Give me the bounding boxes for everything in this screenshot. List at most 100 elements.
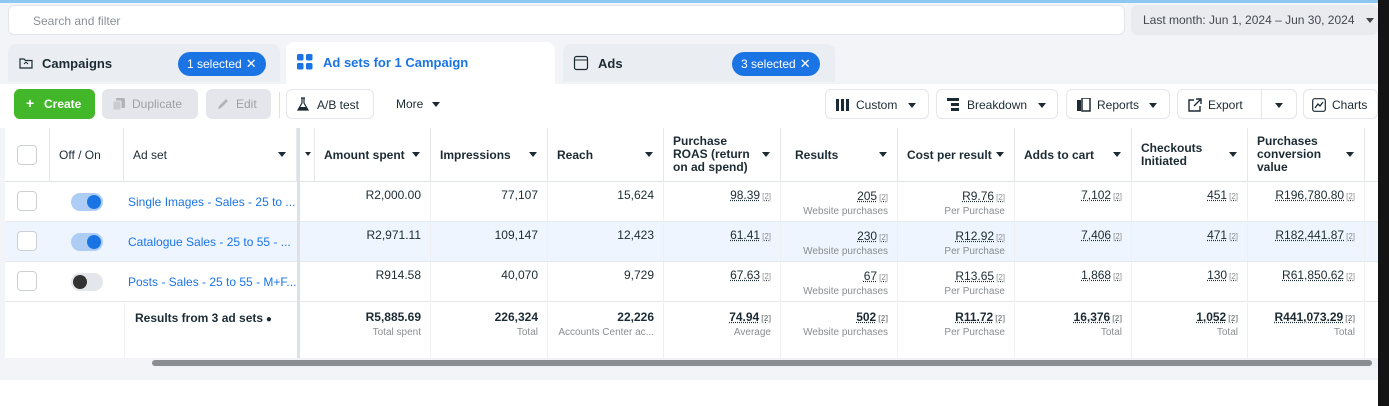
- ad-set-name-link[interactable]: Posts - Sales - 25 to 55 - M+F...: [128, 275, 297, 289]
- adds-value[interactable]: 1,868 [2]: [1081, 268, 1122, 282]
- chevron-down-icon[interactable]: [278, 152, 286, 157]
- chevron-down-icon[interactable]: [1229, 152, 1237, 157]
- export-button[interactable]: Export: [1177, 89, 1297, 119]
- table-row[interactable]: Posts - Sales - 25 to 55 - M+F... R914.58…: [5, 262, 1378, 302]
- cell-checkouts: 471 [2]: [1132, 222, 1248, 261]
- value-value[interactable]: R196,780.80 [2]: [1275, 188, 1355, 202]
- ads-manager-window: Search and filter Last month: Jun 1, 202…: [0, 0, 1378, 380]
- cell-checkouts: 1,052 [2] Total: [1132, 303, 1248, 358]
- cost-sublabel: Per Purchase: [944, 327, 1005, 338]
- cell-adds: 7,406 [2]: [1015, 222, 1132, 261]
- cost-value[interactable]: R9.76 [2]: [962, 189, 1005, 203]
- checkouts-value[interactable]: 451 [2]: [1207, 188, 1238, 202]
- duplicate-button[interactable]: Duplicate: [102, 89, 198, 119]
- square-icon: [573, 55, 589, 71]
- ads-selected-text: 3 selected: [741, 57, 796, 71]
- roas-value[interactable]: 74.94 [2]: [729, 310, 771, 324]
- header-purchase-roas[interactable]: Purchase ROAS (return on ad spend): [664, 128, 781, 182]
- row-checkbox[interactable]: [17, 191, 37, 211]
- header-checkouts-initiated[interactable]: Checkouts Initiated: [1132, 128, 1248, 182]
- header-results[interactable]: Results: [781, 128, 898, 182]
- ad-set-name-link[interactable]: Single Images - Sales - 25 to ...: [128, 195, 296, 209]
- delivery-toggle[interactable]: [71, 273, 103, 291]
- value-value[interactable]: R441,073.29 [2]: [1274, 310, 1355, 324]
- close-icon[interactable]: ✕: [799, 56, 811, 71]
- checkouts-value[interactable]: 130 [2]: [1207, 268, 1238, 282]
- cell-impressions: 77,107: [431, 182, 548, 221]
- purchase-roas-label: Purchase ROAS (return on ad spend): [673, 135, 750, 174]
- results-value[interactable]: 230 [2]: [857, 229, 888, 243]
- value-value[interactable]: R61,850.62 [2]: [1282, 268, 1355, 282]
- ab-test-button[interactable]: A/B test: [286, 89, 374, 119]
- roas-value[interactable]: 98.39 [2]: [730, 188, 771, 202]
- roas-text: 98.39: [730, 188, 761, 202]
- checkouts-value[interactable]: 1,052 [2]: [1196, 310, 1238, 324]
- header-ad-set[interactable]: Ad set: [124, 128, 297, 182]
- scrollbar-thumb[interactable]: [152, 360, 1372, 366]
- delivery-toggle[interactable]: [71, 193, 103, 211]
- campaigns-selected-pill[interactable]: 1 selected ✕: [178, 52, 266, 76]
- header-reach[interactable]: Reach: [548, 128, 664, 182]
- adds-value[interactable]: 7,406 [2]: [1081, 228, 1122, 242]
- chevron-down-icon[interactable]: [529, 152, 537, 157]
- header-impressions[interactable]: Impressions: [431, 128, 548, 182]
- cost-value[interactable]: R12.92 [2]: [955, 229, 1005, 243]
- chevron-down-icon[interactable]: [305, 152, 311, 156]
- header-amount-spent[interactable]: Amount spent: [315, 128, 431, 182]
- info-icon[interactable]: ●: [263, 314, 272, 325]
- tab-ads[interactable]: Ads 3 selected ✕: [563, 44, 835, 82]
- frozen-column-divider[interactable]: [297, 128, 300, 358]
- breakdown-dropdown[interactable]: Breakdown: [936, 89, 1058, 119]
- tab-ad-sets[interactable]: Ad sets for 1 Campaign: [286, 42, 555, 84]
- search-filter-input[interactable]: Search and filter: [8, 5, 1125, 35]
- close-icon[interactable]: ✕: [245, 56, 257, 71]
- chevron-down-icon[interactable]: [1346, 152, 1354, 157]
- date-range-picker[interactable]: Last month: Jun 1, 2024 – Jun 30, 2024: [1131, 5, 1378, 35]
- reports-dropdown[interactable]: Reports: [1066, 89, 1170, 119]
- results-value[interactable]: 67 [2]: [864, 269, 888, 283]
- checkouts-value[interactable]: 471 [2]: [1207, 228, 1238, 242]
- ad-set-name-link[interactable]: Catalogue Sales - 25 to 55 - ...: [128, 235, 291, 249]
- delivery-toggle[interactable]: [71, 233, 103, 251]
- adds-value[interactable]: 7,102 [2]: [1081, 188, 1122, 202]
- chevron-down-icon[interactable]: [762, 152, 770, 157]
- roas-value[interactable]: 61.41 [2]: [730, 228, 771, 242]
- purchases-value-line3: value: [1257, 160, 1288, 174]
- info-tag-icon: [2]: [1112, 314, 1122, 323]
- chevron-down-icon[interactable]: [645, 152, 653, 157]
- chevron-down-icon[interactable]: [1113, 152, 1121, 157]
- header-cost-per-result[interactable]: Cost per result: [898, 128, 1015, 182]
- adds-text: 7,102: [1081, 188, 1112, 202]
- chevron-down-icon[interactable]: [1275, 103, 1283, 108]
- cost-value[interactable]: R11.72 [2]: [955, 310, 1005, 324]
- edit-button[interactable]: Edit: [206, 89, 271, 119]
- row-checkbox[interactable]: [17, 231, 37, 251]
- header-adds-to-cart[interactable]: Adds to cart: [1015, 128, 1132, 182]
- cell-impressions: 109,147: [431, 222, 548, 261]
- table-row[interactable]: Catalogue Sales - 25 to 55 - ... R2,971.1…: [5, 222, 1378, 262]
- purchases-value-label: Purchases conversion value: [1257, 135, 1321, 174]
- roas-value[interactable]: 67.63 [2]: [730, 268, 771, 282]
- header-resize-handle[interactable]: [300, 128, 315, 182]
- chevron-down-icon[interactable]: [879, 152, 887, 157]
- columns-custom-dropdown[interactable]: Custom: [825, 89, 929, 119]
- adds-value[interactable]: 16,376 [2]: [1074, 310, 1122, 324]
- cell-cost: R9.76 [2] Per Purchase: [898, 182, 1015, 221]
- horizontal-scrollbar[interactable]: [152, 358, 1378, 368]
- create-button[interactable]: + Create: [14, 89, 95, 119]
- more-dropdown[interactable]: More: [386, 89, 452, 119]
- results-value[interactable]: 502 [2]: [856, 310, 888, 324]
- chevron-down-icon[interactable]: [996, 152, 1004, 157]
- cost-value[interactable]: R13.65 [2]: [955, 269, 1005, 283]
- row-checkbox[interactable]: [17, 271, 37, 291]
- page-bottom-area: [0, 380, 1378, 406]
- table-row[interactable]: Single Images - Sales - 25 to ... R2,000.…: [5, 182, 1378, 222]
- select-all-checkbox[interactable]: [17, 145, 37, 165]
- chevron-down-icon[interactable]: [412, 152, 420, 157]
- tab-campaigns[interactable]: Campaigns 1 selected ✕: [8, 44, 280, 82]
- results-value[interactable]: 205 [2]: [857, 189, 888, 203]
- header-purchases-value[interactable]: Purchases conversion value: [1248, 128, 1365, 182]
- ads-selected-pill[interactable]: 3 selected ✕: [732, 52, 820, 76]
- value-value[interactable]: R182,441.87 [2]: [1275, 228, 1355, 242]
- charts-button[interactable]: Charts: [1303, 89, 1378, 119]
